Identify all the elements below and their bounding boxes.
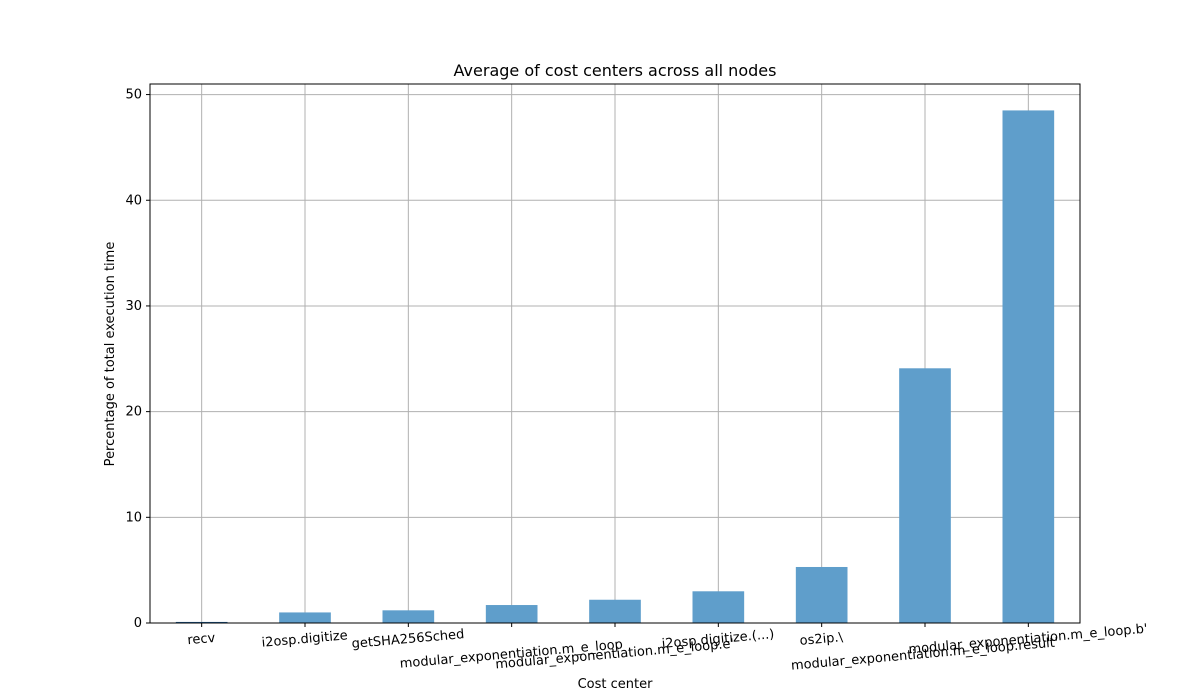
x-tick-label: i2osp.digitize — [261, 628, 348, 650]
bar — [795, 566, 848, 623]
y-axis-ticks: 0 10 20 30 40 50 — [125, 88, 150, 631]
bar — [899, 368, 951, 623]
y-tick-label: 20 — [125, 405, 142, 420]
bars — [175, 110, 1055, 623]
bar — [589, 599, 641, 623]
y-tick-label: 10 — [125, 510, 142, 525]
y-tick-label: 40 — [125, 193, 142, 208]
chart-title: Average of cost centers across all nodes — [454, 61, 777, 80]
bar — [485, 605, 538, 623]
bar — [692, 591, 745, 623]
x-axis-ticks: recv i2osp.digitize getSHA256Schedmodular_… — [187, 622, 1148, 674]
bar — [279, 612, 331, 623]
x-tick-label: getSHA256Sched — [351, 627, 465, 652]
y-tick-label: 30 — [125, 299, 142, 314]
y-axis-label: Percentage of total execution time — [103, 242, 118, 467]
bar — [1002, 110, 1055, 623]
x-axis-label: Cost center — [578, 677, 654, 692]
x-tick-label: recv — [187, 631, 216, 648]
y-tick-label: 50 — [125, 88, 142, 103]
x-tick-label: os2ip.\ — [799, 630, 844, 649]
bar — [175, 621, 228, 623]
bar — [382, 610, 435, 623]
y-tick-label: 0 — [134, 616, 142, 631]
